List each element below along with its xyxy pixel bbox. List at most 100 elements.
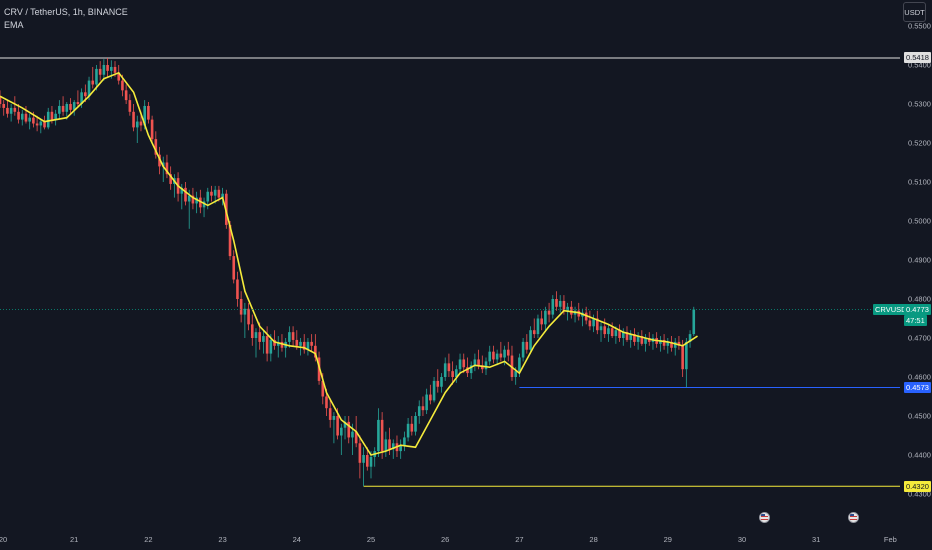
candle[interactable] — [440, 373, 443, 393]
candle[interactable] — [102, 59, 106, 81]
candle[interactable] — [633, 328, 636, 346]
candle[interactable] — [551, 295, 555, 319]
candle[interactable] — [2, 100, 6, 116]
candle[interactable] — [54, 109, 57, 126]
candle[interactable] — [532, 318, 536, 339]
candle[interactable] — [659, 336, 662, 352]
currency-button[interactable]: USDT — [903, 2, 926, 22]
candle[interactable] — [173, 174, 176, 198]
candle[interactable] — [154, 131, 158, 159]
candle[interactable] — [570, 300, 573, 319]
candle[interactable] — [473, 353, 477, 372]
candle[interactable] — [403, 431, 406, 452]
candle[interactable] — [614, 326, 618, 344]
candle[interactable] — [169, 166, 172, 190]
candle[interactable] — [310, 334, 313, 352]
candle[interactable] — [254, 328, 258, 358]
candle[interactable] — [540, 310, 543, 331]
candle[interactable] — [9, 104, 13, 122]
candle[interactable] — [58, 100, 61, 120]
candle[interactable] — [80, 88, 83, 108]
candle[interactable] — [640, 330, 644, 346]
candle[interactable] — [447, 353, 451, 377]
candle[interactable] — [455, 365, 458, 383]
candle[interactable] — [692, 306, 696, 337]
candle[interactable] — [625, 326, 629, 342]
candle[interactable] — [555, 291, 558, 311]
candle[interactable] — [677, 336, 681, 350]
candle[interactable] — [581, 308, 584, 327]
candle[interactable] — [607, 324, 610, 342]
candle[interactable] — [425, 388, 428, 415]
candle[interactable] — [124, 84, 128, 105]
candle[interactable] — [492, 345, 495, 364]
candle[interactable] — [636, 332, 640, 350]
candle[interactable] — [35, 115, 39, 132]
candle[interactable] — [69, 98, 72, 114]
candle[interactable] — [158, 146, 161, 175]
candle[interactable] — [644, 334, 647, 352]
candle[interactable] — [147, 102, 150, 124]
candle[interactable] — [39, 119, 43, 134]
candle[interactable] — [76, 90, 80, 108]
candle[interactable] — [24, 105, 28, 124]
candle[interactable] — [91, 66, 95, 89]
candle[interactable] — [288, 326, 291, 348]
candle[interactable] — [603, 318, 607, 339]
candle[interactable] — [544, 306, 547, 331]
candle[interactable] — [384, 431, 388, 457]
candle[interactable] — [399, 439, 402, 459]
candle[interactable] — [621, 328, 625, 346]
candle[interactable] — [380, 412, 384, 459]
candle[interactable] — [666, 338, 670, 354]
candle[interactable] — [592, 314, 595, 333]
candle[interactable] — [377, 408, 380, 457]
candle[interactable] — [499, 341, 503, 362]
candle[interactable] — [17, 104, 20, 124]
candle[interactable] — [358, 435, 362, 479]
candle[interactable] — [458, 353, 462, 374]
candle[interactable] — [451, 361, 454, 385]
candle[interactable] — [558, 295, 562, 313]
candle[interactable] — [577, 302, 581, 321]
candle[interactable] — [406, 417, 410, 442]
candle[interactable] — [573, 306, 577, 323]
candle[interactable] — [685, 338, 688, 388]
candle[interactable] — [291, 326, 295, 346]
candle[interactable] — [670, 336, 673, 352]
candle[interactable] — [221, 187, 224, 206]
candle[interactable] — [510, 345, 514, 381]
candle[interactable] — [469, 361, 473, 379]
candle[interactable] — [117, 65, 121, 85]
candle[interactable] — [410, 416, 414, 436]
candle[interactable] — [132, 104, 135, 132]
candle[interactable] — [213, 185, 217, 204]
candle[interactable] — [250, 314, 254, 346]
candle[interactable] — [273, 330, 276, 350]
indicator-label[interactable]: EMA — [4, 20, 24, 30]
candle[interactable] — [488, 345, 492, 366]
candle[interactable] — [280, 334, 284, 352]
candle[interactable] — [284, 338, 287, 358]
candle[interactable] — [95, 65, 98, 91]
candle[interactable] — [314, 334, 317, 362]
candle[interactable] — [443, 357, 447, 381]
candle[interactable] — [332, 412, 336, 444]
candle[interactable] — [421, 396, 425, 417]
candle[interactable] — [596, 310, 599, 335]
candle[interactable] — [462, 353, 466, 374]
candle[interactable] — [340, 423, 343, 455]
candle[interactable] — [391, 439, 395, 459]
candle[interactable] — [106, 57, 109, 77]
candle[interactable] — [276, 336, 280, 358]
candle[interactable] — [210, 185, 213, 202]
candle[interactable] — [13, 96, 17, 116]
candle[interactable] — [588, 310, 592, 331]
candle[interactable] — [72, 100, 76, 116]
candle[interactable] — [306, 338, 310, 356]
candle[interactable] — [365, 447, 369, 471]
candle[interactable] — [688, 330, 692, 348]
candle[interactable] — [536, 314, 540, 338]
candle[interactable] — [432, 377, 436, 403]
